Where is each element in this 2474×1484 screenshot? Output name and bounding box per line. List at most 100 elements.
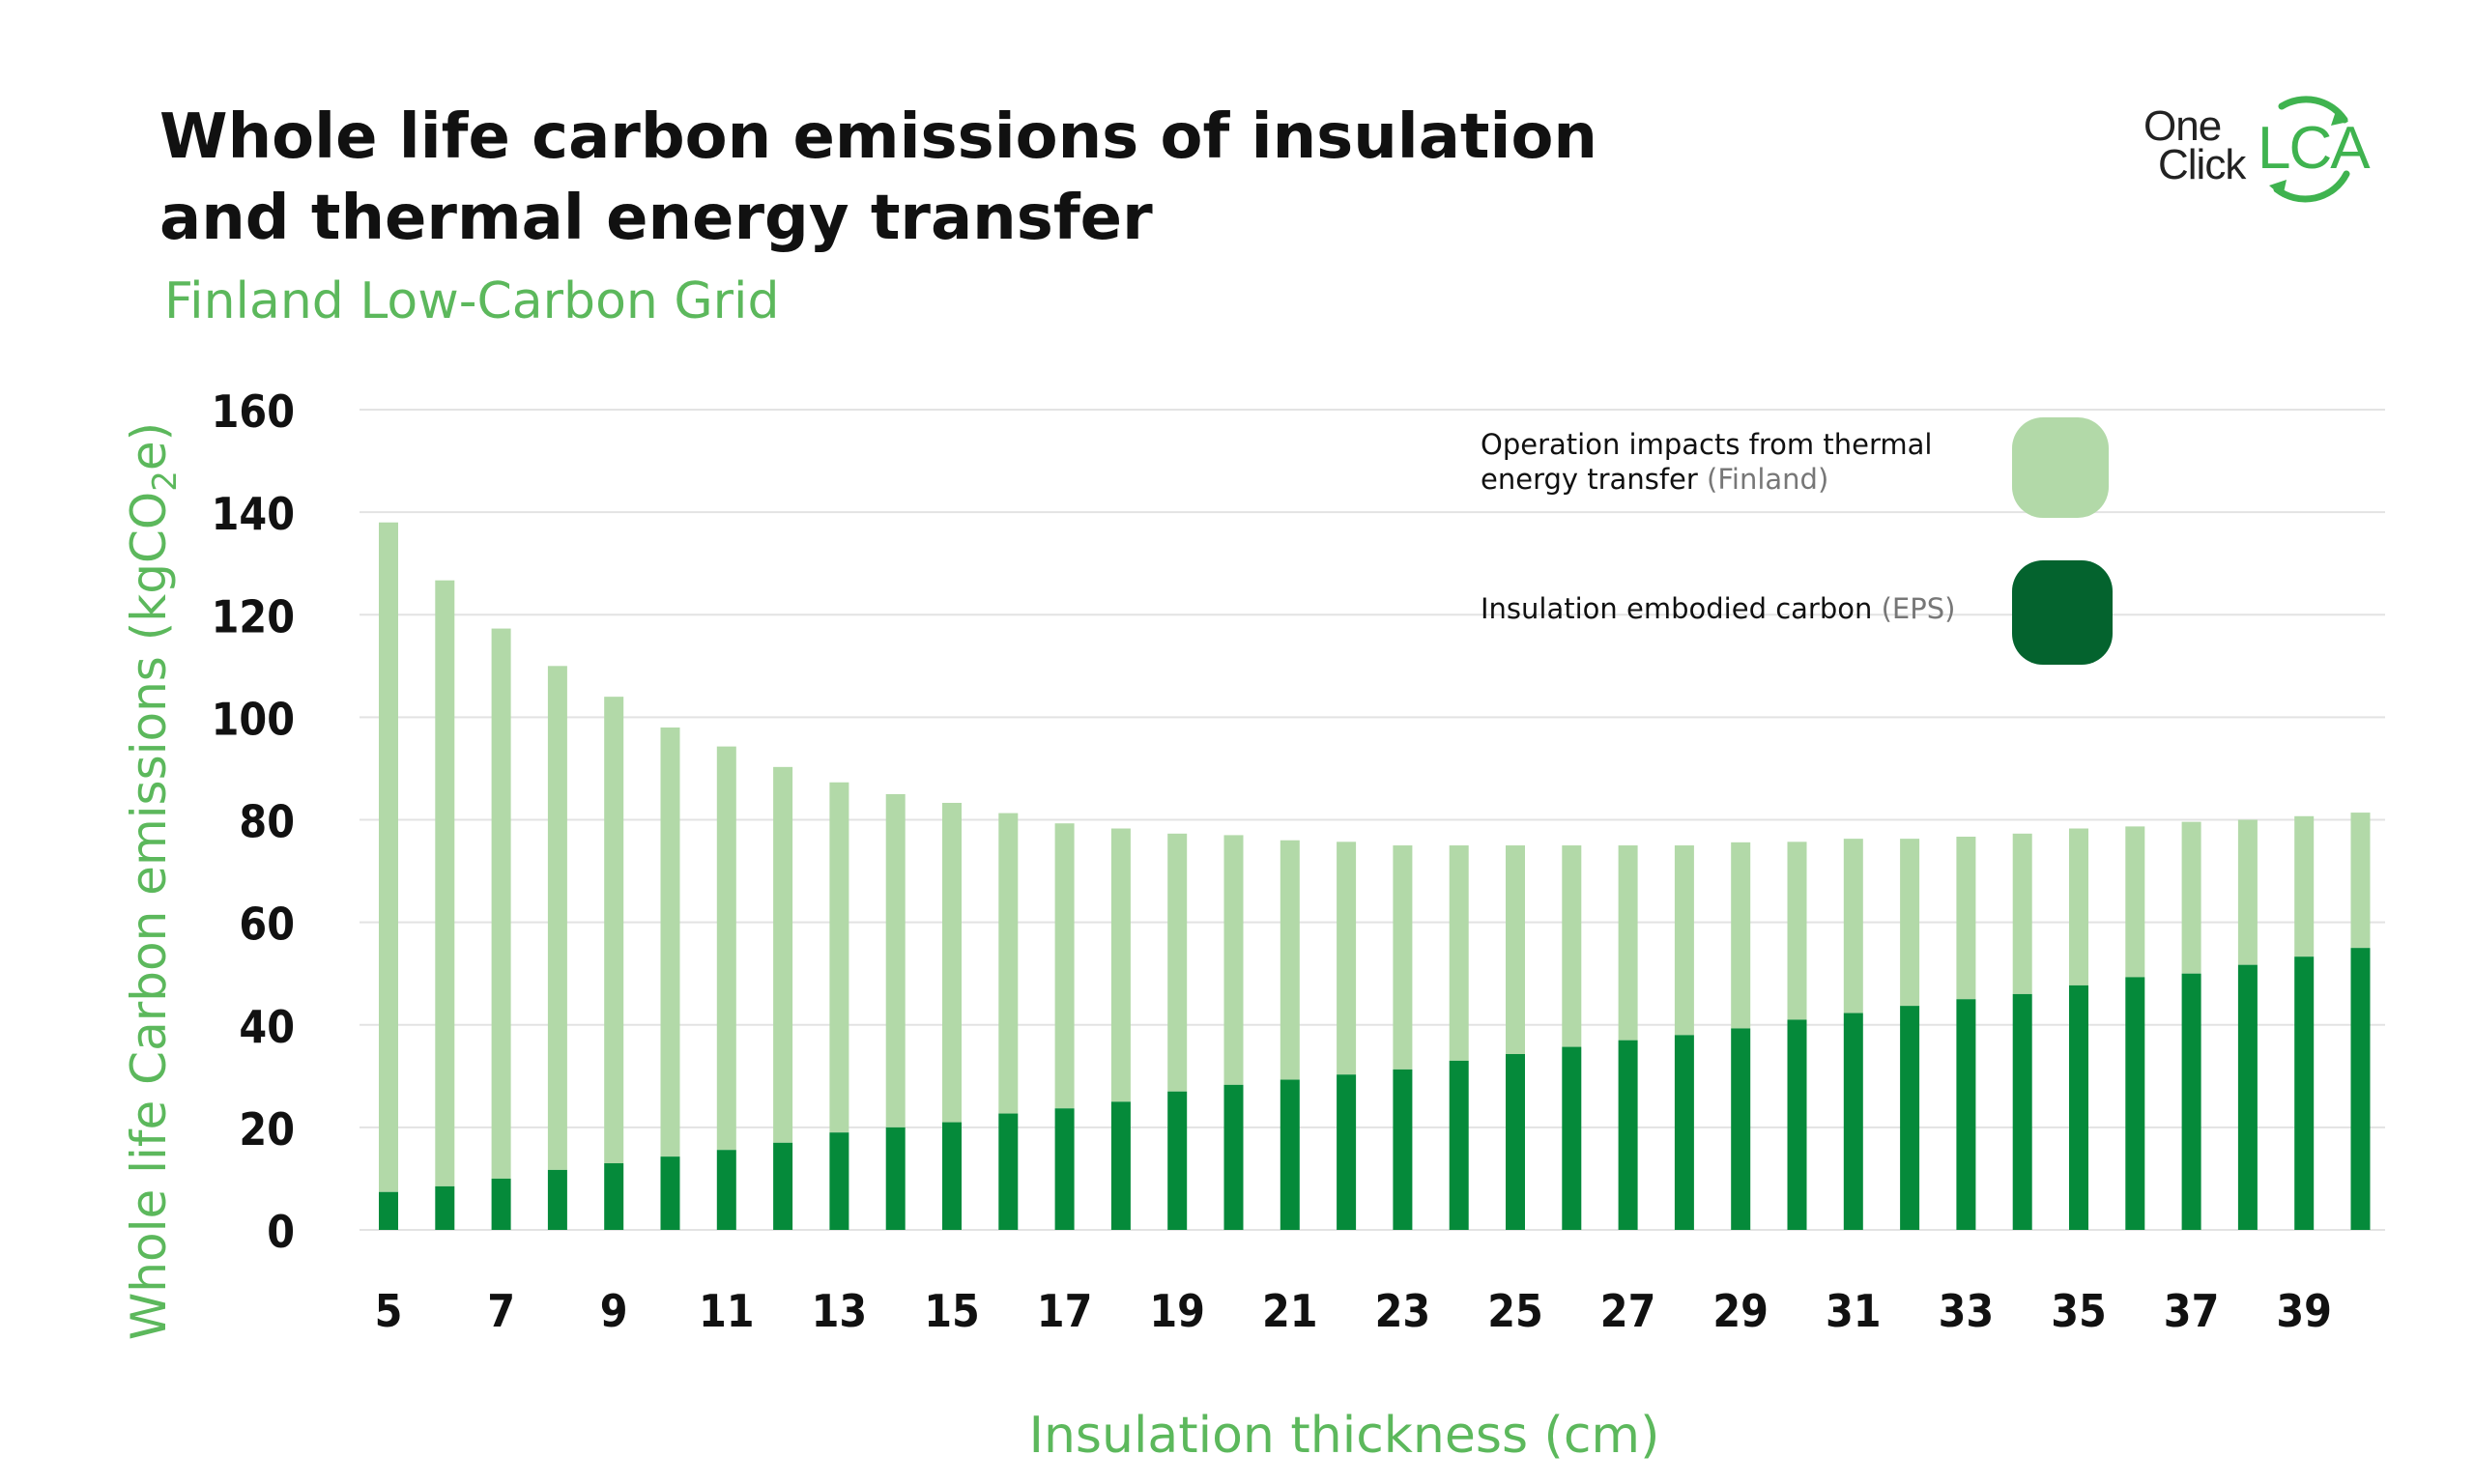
x-tick-label: 37 [2164,1285,2220,1337]
y-axis-title-subscript: 2 [146,471,185,492]
bars [379,522,2371,1230]
legend-label-operation-line1: Operation impacts from thermal [1481,428,1933,461]
bar-embodied [716,1150,736,1230]
bar-operation [2181,821,2201,974]
bar-embodied [379,1191,398,1230]
bar-operation [2125,826,2145,978]
bar-embodied [1337,1074,1357,1230]
x-axis-tick-labels: 5 7 9 11 13 15 17 19 21 23 25 27 29 31 33 35 37 39 [375,1285,2332,1337]
bar-embodied [1956,999,1976,1230]
title-line-1: Whole life carbon emissions of insulatio… [159,101,1597,173]
bar-operation [2012,833,2032,994]
x-tick-label: 5 [375,1285,403,1337]
bar-operation [491,628,511,1179]
bar-operation [2350,813,2371,949]
bar-embodied [1674,1035,1694,1230]
bar-operation [1506,845,1525,1054]
bar-embodied [885,1127,906,1230]
bar-operation [547,666,567,1170]
x-tick-label: 15 [924,1285,980,1337]
bar-operation [998,813,1019,1114]
bar-embodied [1054,1108,1075,1230]
bar-embodied [998,1113,1019,1230]
bar-operation [1054,823,1075,1109]
bar-embodied [660,1156,680,1230]
bar-embodied [1506,1053,1525,1230]
y-tick-label: 100 [212,693,295,745]
legend-label-embodied-text: Insulation embodied carbon [1481,592,1873,625]
bar-operation [1618,845,1638,1041]
bar-operation [716,746,736,1151]
bar-operation [1562,845,1582,1047]
bar-embodied [2012,993,2032,1230]
x-tick-label: 39 [2276,1285,2332,1337]
bar-operation [829,782,849,1133]
bar-embodied [435,1185,455,1230]
bar-operation [1223,835,1244,1085]
x-tick-label: 31 [1826,1285,1882,1337]
logo-word-one: One [2143,102,2222,150]
x-tick-label: 9 [600,1285,628,1337]
y-tick-label: 160 [212,385,295,438]
recycle-arrows-icon [2269,96,2350,203]
bar-operation [1843,839,1863,1013]
bar-operation [435,580,455,1186]
logo-word-click: Click [2158,141,2246,188]
y-tick-label: 60 [239,899,295,951]
bar-embodied [1393,1069,1413,1230]
bar-embodied [2069,985,2088,1230]
bar-embodied [1110,1101,1131,1230]
bar-operation [773,766,793,1143]
y-axis-title-suffix: e) [121,421,177,471]
bar-operation [2237,819,2258,965]
y-axis-title-text: Whole life Carbon emissions (kgCO [121,491,177,1341]
legend-swatch-embodied [2012,560,2113,665]
bar-operation [942,802,962,1123]
bar-embodied [1280,1079,1300,1230]
chart-title: Whole life carbon emissions of insulatio… [159,97,1706,259]
x-tick-label: 21 [1262,1285,1318,1337]
bar-operation [2069,828,2088,985]
legend-label-operation: Operation impacts from thermal energy tr… [1481,427,1932,497]
bar-embodied [604,1163,624,1230]
bar-embodied [547,1169,567,1230]
x-tick-label: 29 [1712,1285,1769,1337]
one-click-lca-logo: One Click LCA [2134,89,2385,205]
bar-embodied [2237,964,2258,1230]
y-tick-label: 140 [212,488,295,540]
bar-operation [1449,845,1469,1061]
x-tick-label: 11 [699,1285,755,1337]
bar-operation [885,793,906,1127]
bar-embodied [1562,1046,1582,1230]
logo-word-lca: LCA [2258,115,2371,182]
x-tick-label: 23 [1375,1285,1431,1337]
x-tick-label: 35 [2051,1285,2107,1337]
chart-subtitle: Finland Low-Carbon Grid [164,272,780,330]
bar-operation [1787,842,1807,1020]
bar-embodied [1167,1091,1188,1230]
bar-embodied [1787,1019,1807,1230]
y-tick-label: 80 [239,796,295,848]
bar-embodied [1900,1006,1920,1230]
y-tick-label: 40 [239,1001,295,1053]
x-axis-title: Insulation thickness (cm) [1028,1407,1660,1465]
x-tick-label: 33 [1939,1285,1995,1337]
bar-embodied [829,1132,849,1230]
x-tick-label: 25 [1487,1285,1543,1337]
bar-embodied [2294,956,2315,1230]
bar-operation [1337,842,1357,1075]
bar-embodied [773,1142,793,1230]
legend-swatch-operation [2012,417,2109,518]
bar-embodied [2181,973,2201,1230]
bar-operation [1731,842,1751,1029]
bar-embodied [1731,1028,1751,1230]
bar-embodied [2125,977,2145,1230]
bar-operation [1900,839,1920,1007]
bar-operation [1110,828,1131,1102]
y-tick-label: 0 [267,1206,295,1258]
x-tick-label: 19 [1149,1285,1205,1337]
bar-operation [660,727,680,1157]
bar-embodied [942,1122,962,1230]
bar-embodied [1843,1013,1863,1230]
